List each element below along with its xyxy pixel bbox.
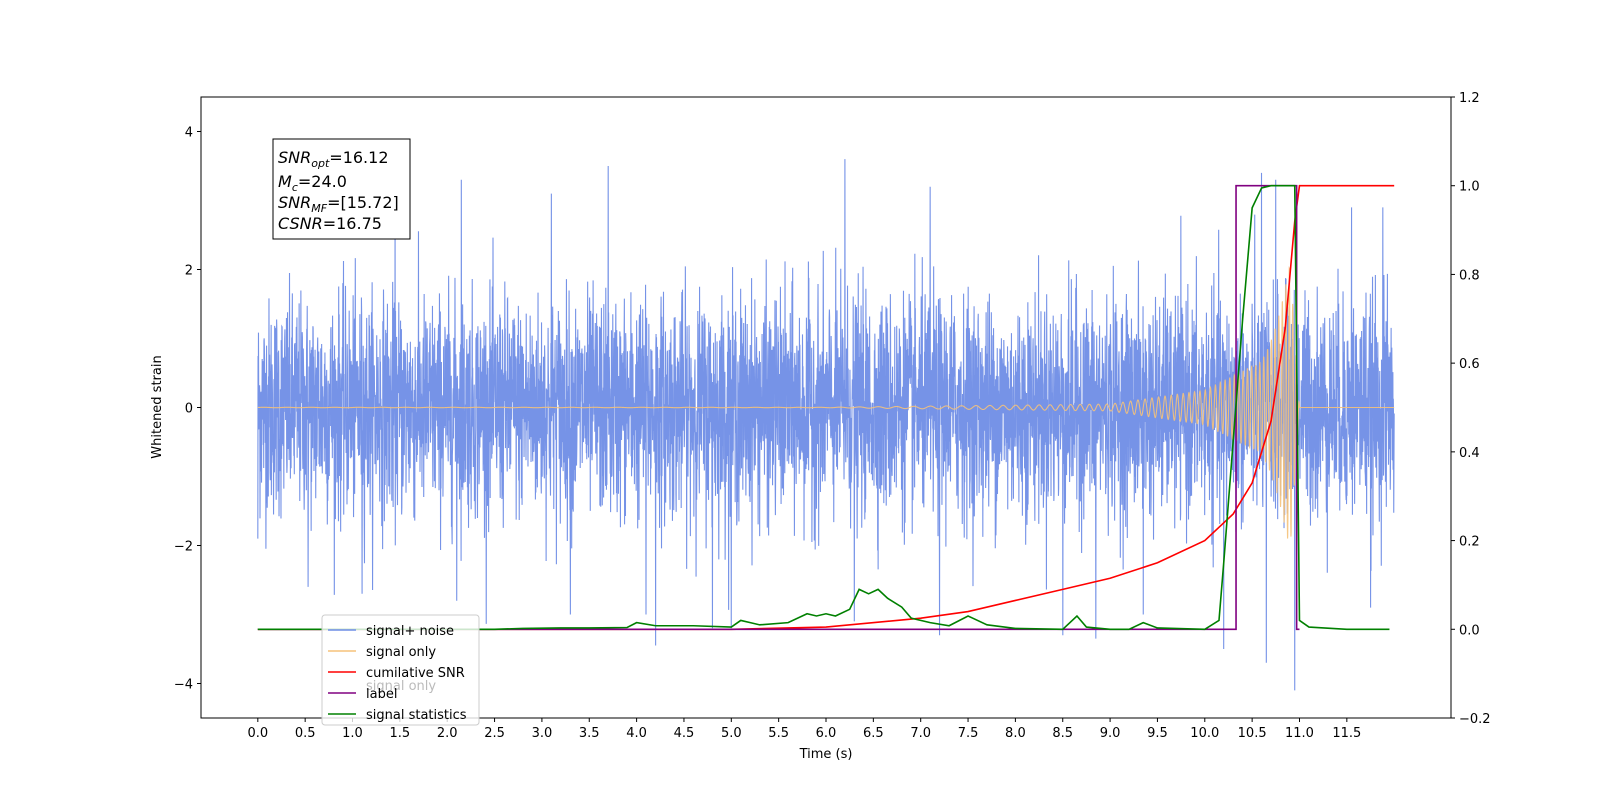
series-signal-statistics bbox=[257, 184, 1390, 631]
x-tick-label: 7.0 bbox=[910, 726, 931, 741]
x-axis: 0.0 0.5 1.0 1.5 2.0 2.5 3.0 3.5 4.0 4.5 5.0 5.5 6.0 6… bbox=[247, 718, 1361, 741]
legend-entry-label: signal statistics bbox=[366, 708, 467, 723]
y-axis-left: 4 2 0 −2 −4 bbox=[174, 126, 201, 693]
series-layer bbox=[257, 159, 1395, 691]
annotation-line-csnr: CSNR=16.75 bbox=[278, 214, 382, 233]
annotation-box: SNRopt=16.12 Mc=24.0 SNRMF=[15.72] CSNR=… bbox=[272, 138, 411, 240]
legend-hidden-label: signal only bbox=[366, 679, 436, 694]
legend-entry-label: cumilative SNR bbox=[366, 666, 465, 681]
series-signal-noise bbox=[257, 159, 1395, 691]
x-tick-label: 7.5 bbox=[958, 726, 979, 741]
x-tick-label: 9.5 bbox=[1147, 726, 1168, 741]
x-tick-label: 1.0 bbox=[342, 726, 363, 741]
legend-entry-label: signal only bbox=[366, 645, 436, 660]
y-tick-label-right: 0.2 bbox=[1459, 535, 1480, 550]
x-tick-label: 8.0 bbox=[1005, 726, 1026, 741]
series-label bbox=[257, 184, 1300, 631]
x-tick-label: 3.5 bbox=[579, 726, 600, 741]
legend-entry-label: label bbox=[366, 687, 397, 702]
x-tick-label: 8.5 bbox=[1052, 726, 1073, 741]
annotation-line-mc: Mc=24.0 bbox=[278, 172, 347, 194]
annotation-line-snr-mf: SNRMF=[15.72] bbox=[278, 193, 399, 215]
y-tick-label-right: 0.6 bbox=[1459, 357, 1480, 372]
x-tick-label: 6.5 bbox=[863, 726, 884, 741]
x-tick-label: 0.5 bbox=[295, 726, 316, 741]
y-tick-label-left: −2 bbox=[174, 540, 193, 555]
y-tick-label-right: 0.0 bbox=[1459, 623, 1480, 638]
y-tick-label-right: 0.8 bbox=[1459, 268, 1480, 283]
y-tick-label-right: −0.2 bbox=[1459, 712, 1491, 727]
legend-entry-label: signal+ noise bbox=[366, 624, 454, 639]
x-tick-label: 2.0 bbox=[437, 726, 458, 741]
y-tick-label-right: 1.2 bbox=[1459, 91, 1480, 106]
x-tick-label: 2.5 bbox=[484, 726, 505, 741]
y-tick-label-left: 0 bbox=[185, 402, 193, 417]
x-tick-label: 1.5 bbox=[390, 726, 411, 741]
y-tick-label-left: 4 bbox=[185, 126, 193, 141]
x-tick-label: 11.5 bbox=[1332, 726, 1361, 741]
x-tick-label: 3.0 bbox=[532, 726, 553, 741]
x-tick-label: 10.5 bbox=[1238, 726, 1267, 741]
series-signal-only bbox=[257, 266, 1395, 539]
x-tick-label: 6.0 bbox=[816, 726, 837, 741]
y-axis-label-left: Whitened strain bbox=[150, 355, 165, 458]
x-tick-label: 10.0 bbox=[1190, 726, 1219, 741]
x-tick-label: 4.0 bbox=[626, 726, 647, 741]
x-axis-label: Time (s) bbox=[799, 747, 853, 762]
y-axis-right: 1.2 1.0 0.8 0.6 0.4 0.2 0.0 −0.2 bbox=[1451, 91, 1491, 727]
y-tick-label-right: 1.0 bbox=[1459, 180, 1480, 195]
x-tick-label: 0.0 bbox=[247, 726, 268, 741]
y-tick-label-left: 2 bbox=[185, 264, 193, 279]
x-tick-label: 11.0 bbox=[1285, 726, 1314, 741]
x-tick-label: 9.0 bbox=[1100, 726, 1121, 741]
x-tick-label: 4.5 bbox=[674, 726, 695, 741]
annotation-line-snr-opt: SNRopt=16.12 bbox=[278, 148, 389, 170]
x-tick-label: 5.5 bbox=[768, 726, 789, 741]
x-tick-label: 5.0 bbox=[721, 726, 742, 741]
y-tick-label-right: 0.4 bbox=[1459, 446, 1480, 461]
y-tick-label-left: −4 bbox=[174, 678, 193, 693]
